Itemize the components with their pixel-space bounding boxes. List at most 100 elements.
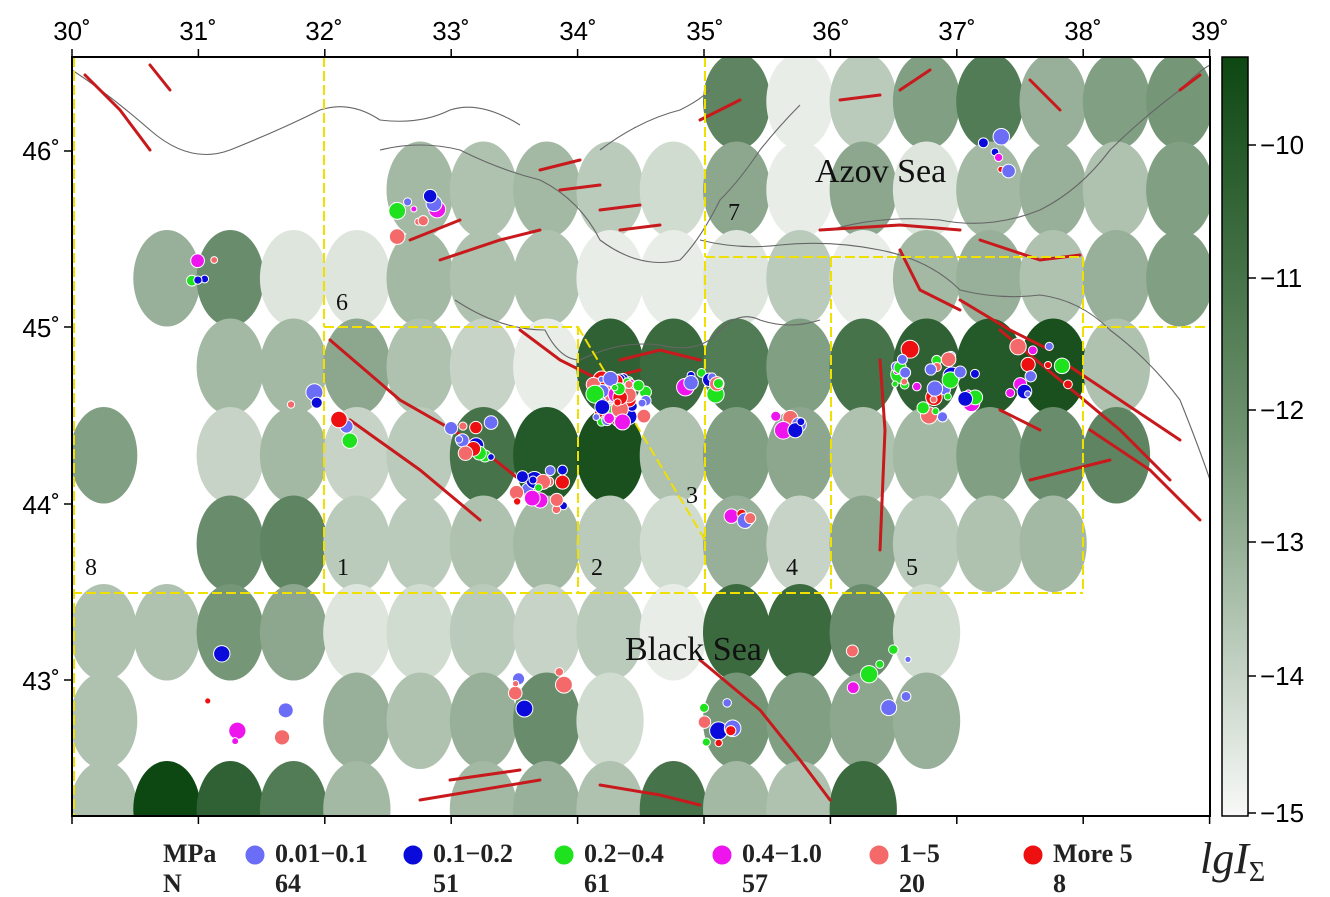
earthquake-event xyxy=(744,512,757,525)
fault-line xyxy=(698,98,742,122)
legend-count-2: 61 xyxy=(584,869,610,897)
earthquake-event xyxy=(632,379,645,392)
earthquake-event xyxy=(286,400,296,409)
fault-line xyxy=(448,768,522,782)
earthquake-event xyxy=(523,489,541,507)
earthquake-event xyxy=(969,368,980,379)
earthquake-event xyxy=(714,738,723,748)
fault-lines xyxy=(83,63,1202,807)
fault-line xyxy=(998,328,1172,482)
lat-tick-45: 45˚ xyxy=(22,313,60,343)
earthquake-event xyxy=(1044,341,1054,351)
colorbar-tick-11: −11 xyxy=(1260,263,1302,293)
earthquake-event xyxy=(696,368,707,378)
earthquake-event xyxy=(454,435,464,444)
earthquake-event xyxy=(1063,379,1073,390)
earthquake-event xyxy=(330,410,348,429)
colorbar-title-main: lgI xyxy=(1200,834,1251,883)
fault-line xyxy=(598,203,642,212)
latitude-axis: 46˚ 45˚ 44˚ 43˚ xyxy=(22,136,60,696)
axis-tick-marks xyxy=(64,49,1211,824)
colorbar-title: lgIΣ xyxy=(1200,834,1265,888)
earthquake-event xyxy=(1027,345,1038,356)
region-label-3: 3 xyxy=(686,483,698,509)
legend-swatch-0 xyxy=(244,844,266,866)
earthquake-event xyxy=(422,188,438,204)
earthquake-event xyxy=(924,363,937,376)
earthquake-event xyxy=(787,422,804,439)
earthquake-event xyxy=(891,380,899,388)
earthquake-event xyxy=(880,699,898,717)
fault-line xyxy=(878,358,887,552)
colorbar-title-subscript: Σ xyxy=(1249,857,1265,888)
fault-line xyxy=(1058,358,1182,442)
legend-range-4: 1−5 xyxy=(899,839,940,868)
legend-count-4: 20 xyxy=(899,869,925,897)
earthquake-event xyxy=(683,374,699,391)
lon-tick-33: 33˚ xyxy=(432,16,470,46)
earthquake-event xyxy=(916,401,930,415)
fault-line xyxy=(898,68,932,92)
colorbar-gradient xyxy=(1221,56,1249,817)
earthquake-event xyxy=(624,379,634,390)
legend-range-3: 0.4−1.0 xyxy=(742,839,822,868)
lat-tick-43: 43˚ xyxy=(22,666,60,696)
earthquake-event xyxy=(846,681,860,695)
earthquake-event xyxy=(888,644,899,655)
fault-line xyxy=(328,338,522,482)
legend: MPa N 0.01−0.1 64 0.1−0.2 51 0.2−0.4 61 … xyxy=(163,839,1133,897)
intensity-cells xyxy=(72,57,1210,816)
earthquake-event xyxy=(1001,163,1016,179)
earthquake-event xyxy=(900,339,920,359)
earthquake-event xyxy=(912,381,922,392)
fault-line xyxy=(538,158,582,172)
earthquake-event xyxy=(900,690,912,702)
fault-line xyxy=(698,658,832,802)
earthquake-event xyxy=(444,421,459,436)
lon-tick-35: 35˚ xyxy=(686,16,724,46)
legend-count-5: 8 xyxy=(1053,869,1066,897)
earthquake-event xyxy=(1009,337,1027,356)
earthquake-event xyxy=(929,395,938,404)
earthquake-event xyxy=(469,420,483,435)
earthquake-event xyxy=(602,370,619,387)
earthquake-event xyxy=(926,380,944,397)
earthquake-event xyxy=(213,645,231,663)
earthquake-event xyxy=(701,737,711,747)
lat-tick-46: 46˚ xyxy=(22,136,60,166)
earthquake-event xyxy=(613,398,622,407)
colorbar-tick-10: −10 xyxy=(1260,130,1304,160)
earthquake-event xyxy=(697,715,712,729)
lon-tick-36: 36˚ xyxy=(812,16,850,46)
earthquake-event xyxy=(723,508,740,524)
earthquake-event xyxy=(557,464,568,476)
earthquake-event xyxy=(722,698,732,708)
earthquake-event xyxy=(940,351,957,368)
legend-count-label: N xyxy=(163,869,182,897)
fault-line xyxy=(408,218,462,242)
earthquake-event xyxy=(457,445,474,461)
lon-tick-39: 39˚ xyxy=(1191,16,1229,46)
earthquake-event xyxy=(403,197,413,207)
earthquake-event xyxy=(1024,370,1037,383)
earthquake-event xyxy=(273,729,291,746)
legend-range-5: More 5 xyxy=(1053,839,1133,868)
earthquake-event xyxy=(725,725,737,737)
earthquake-event xyxy=(899,366,912,379)
region-label-6: 6 xyxy=(336,290,348,316)
earthquake-event xyxy=(585,384,605,404)
earthquake-event xyxy=(943,392,952,401)
earthquake-event xyxy=(528,475,538,485)
earthquake-event xyxy=(977,137,989,149)
legend-range-1: 0.1−0.2 xyxy=(433,839,513,868)
lon-tick-34: 34˚ xyxy=(559,16,597,46)
earthquake-event xyxy=(594,399,611,415)
earthquake-event xyxy=(1020,356,1036,373)
region-grid xyxy=(72,57,1210,816)
earthquake-event xyxy=(896,353,908,365)
region-label-2: 2 xyxy=(591,555,603,581)
lon-tick-31: 31˚ xyxy=(179,16,217,46)
earthquake-event xyxy=(483,415,499,430)
longitude-axis: 30˚ 31˚ 32˚ 33˚ 34˚ 35˚ 36˚ 37˚ 38˚ 39˚ xyxy=(53,16,1229,46)
